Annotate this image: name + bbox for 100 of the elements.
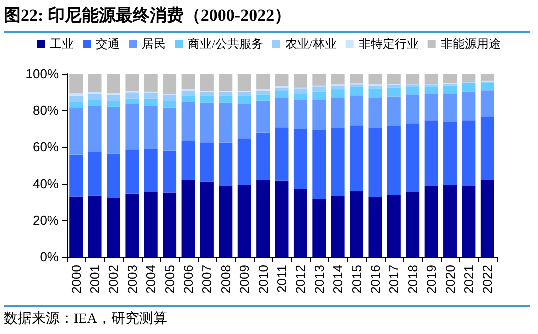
bar	[462, 92, 476, 121]
bar	[107, 101, 120, 107]
bar	[256, 180, 270, 257]
bar	[200, 142, 214, 182]
x-tick-label: 2011	[274, 265, 290, 293]
bar	[219, 96, 233, 103]
bar	[182, 74, 196, 90]
y-tick-label: 0%	[40, 250, 60, 264]
y-tick-label: 80%	[32, 103, 60, 118]
bar	[312, 86, 326, 92]
bar	[163, 192, 177, 257]
bar	[462, 186, 476, 257]
bar	[200, 92, 214, 96]
bar	[406, 94, 420, 124]
bar	[144, 149, 158, 192]
x-tick-label: 2010	[256, 265, 271, 294]
x-tick-label: 2017	[386, 265, 402, 294]
bar	[444, 74, 457, 84]
bar	[200, 96, 214, 103]
bar	[182, 96, 196, 102]
bar	[331, 128, 345, 196]
bar	[163, 150, 177, 193]
bar	[238, 96, 252, 104]
bar	[424, 86, 438, 94]
bar	[444, 94, 457, 122]
bar	[88, 94, 102, 100]
y-tick-label: 20%	[32, 212, 60, 228]
bar	[406, 192, 420, 257]
legend-label: 非特定行业	[358, 37, 419, 51]
bar	[200, 182, 214, 257]
bar	[88, 106, 102, 153]
bar	[312, 199, 326, 257]
bar	[368, 128, 382, 198]
bar	[88, 196, 102, 257]
bar	[126, 74, 140, 92]
bar	[182, 142, 196, 181]
bar	[406, 124, 420, 192]
y-tick-label: 40%	[32, 176, 60, 192]
bar	[256, 91, 270, 95]
bar	[294, 100, 308, 130]
bar	[331, 86, 345, 90]
bar	[107, 95, 120, 102]
bar	[144, 106, 158, 150]
x-tick-label: 2000	[68, 265, 84, 294]
bar	[350, 96, 364, 126]
bar	[70, 108, 84, 155]
x-tick-label: 2020	[442, 265, 458, 294]
bar	[406, 86, 420, 95]
bar	[294, 94, 308, 101]
bar	[368, 74, 382, 85]
bar	[368, 98, 382, 129]
x-tick-label: 2019	[424, 265, 440, 294]
bar	[70, 154, 84, 197]
bar	[444, 86, 457, 94]
bar	[480, 116, 494, 181]
bar	[163, 74, 177, 94]
x-tick-label: 2004	[144, 265, 159, 294]
bar	[350, 87, 364, 96]
bar	[238, 138, 252, 186]
bar	[70, 74, 84, 94]
bar	[331, 196, 345, 257]
x-tick-label: 2007	[200, 265, 215, 294]
x-tick-label: 2005	[162, 265, 178, 294]
bar	[350, 191, 364, 257]
bar	[312, 74, 326, 86]
bar	[444, 122, 457, 186]
bar	[480, 82, 494, 91]
bar	[424, 74, 438, 84]
bar	[144, 192, 158, 257]
bar	[144, 93, 158, 99]
x-tick-label: 2021	[461, 265, 476, 294]
bar	[256, 94, 270, 101]
source-note: 数据来源：IEA，研究测算	[4, 305, 530, 333]
bar	[256, 74, 270, 90]
bar	[182, 91, 196, 96]
bar	[387, 84, 401, 88]
bar	[70, 96, 84, 102]
x-tick-label: 2013	[312, 265, 327, 294]
chart-title: 图22: 印尼能源最终消费（2000-2022）	[4, 2, 530, 33]
bar	[88, 100, 102, 106]
bar	[350, 126, 364, 192]
bar	[368, 86, 382, 89]
x-tick-label: 2015	[349, 265, 364, 294]
bar	[406, 74, 420, 84]
x-tick-label: 2014	[330, 265, 346, 294]
bar	[480, 90, 494, 117]
bar	[444, 185, 457, 257]
bar	[219, 186, 233, 257]
bar	[256, 100, 270, 133]
bar	[368, 198, 382, 257]
legend-label: 农业/林业	[286, 37, 337, 51]
bar	[294, 88, 308, 94]
x-tick-label: 2001	[88, 265, 103, 294]
x-tick-label: 2022	[480, 265, 496, 294]
bar	[331, 90, 345, 98]
x-tick-label: 2008	[218, 265, 234, 294]
x-tick-label: 2016	[368, 265, 383, 294]
bar	[70, 196, 84, 257]
bar	[480, 74, 494, 81]
legend-label: 交通	[96, 37, 120, 51]
